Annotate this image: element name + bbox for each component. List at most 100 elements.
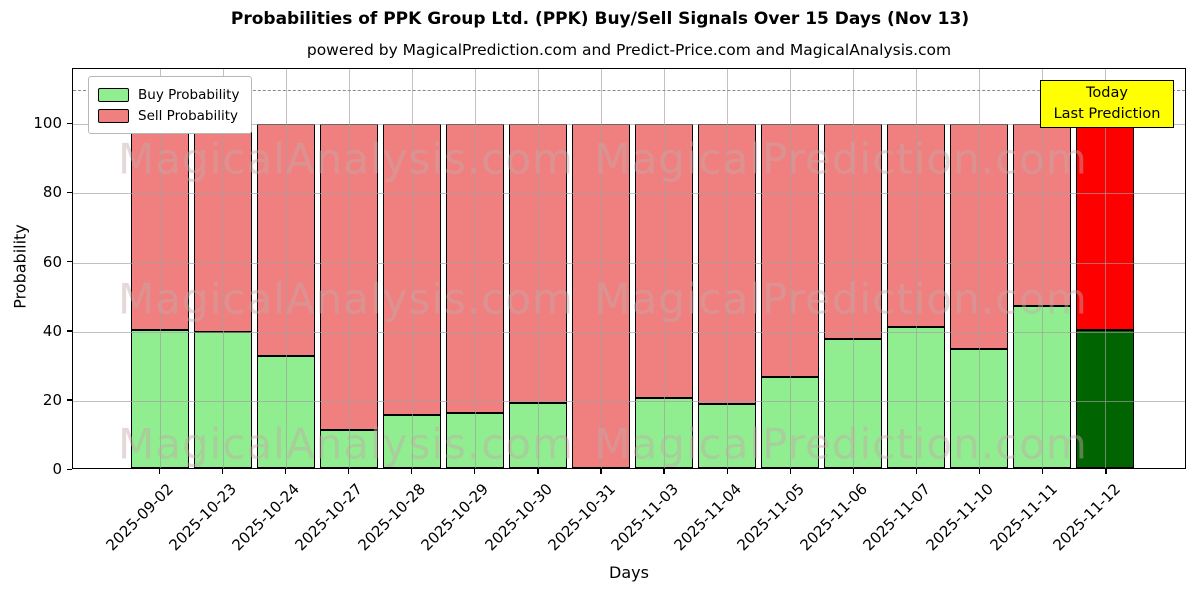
gridline-horizontal (73, 331, 1185, 333)
bar-buy-segment (1012, 306, 1071, 468)
bar-buy-segment (382, 414, 441, 468)
x-tick-mark (600, 469, 602, 474)
buy-swatch-icon (98, 87, 129, 102)
x-tick-label: 2025-11-07 (859, 480, 935, 555)
threshold-dashed-line (73, 89, 1185, 91)
bar-buy-segment (886, 326, 945, 468)
y-tick-label: 0 (52, 460, 62, 478)
watermark-layer: MagicalAnalysis.com MagicalPrediction.com… (73, 69, 1185, 469)
bar-buy-segment (130, 330, 189, 468)
gridline-vertical (1104, 69, 1106, 468)
x-tick-label: 2025-11-03 (607, 480, 682, 555)
x-tick-mark (537, 469, 539, 474)
legend-item-buy: Buy Probability (98, 84, 239, 105)
watermark-text: MagicalPrediction.com (594, 274, 1088, 324)
watermark-text: MagicalAnalysis.com (118, 134, 574, 184)
bar-sell-segment (382, 124, 441, 415)
gridline-vertical (411, 69, 413, 468)
gridline-vertical (537, 69, 539, 468)
bar-buy-segment (949, 349, 1008, 468)
y-tick-label: 20 (42, 390, 62, 409)
gridline-vertical (726, 69, 728, 468)
x-tick-mark (852, 469, 855, 474)
bar-buy-segment (634, 397, 693, 468)
today-annotation-line1: Today (1086, 85, 1128, 101)
gridline-vertical (159, 69, 161, 468)
x-tick-label: 2025-11-10 (922, 480, 998, 555)
legend-item-sell: Sell Probability (98, 105, 239, 126)
gridline-horizontal (73, 193, 1185, 195)
bar-sell-segment (319, 124, 378, 431)
x-tick-mark (1042, 469, 1044, 474)
bar-buy-segment (760, 376, 819, 468)
x-tick-mark (726, 469, 728, 474)
figure-title: Probabilities of PPK Group Ltd. (PPK) Bu… (230, 9, 970, 29)
bar-buy-segment (319, 430, 378, 468)
x-tick-mark (221, 469, 223, 474)
grid-layer (73, 69, 1185, 468)
gridline-horizontal (73, 124, 1185, 126)
y-tick-mark (67, 122, 72, 125)
gridline-vertical (852, 69, 854, 468)
x-tick-mark (410, 469, 413, 474)
x-tick-label: 2025-09-02 (102, 480, 177, 555)
gridline-vertical (474, 69, 476, 468)
gridline-horizontal (73, 400, 1185, 402)
y-tick-mark (67, 330, 72, 332)
bar-sell-segment (823, 124, 882, 340)
bar-sell-segment (193, 124, 252, 333)
today-annotation: Today Last Prediction (1040, 80, 1174, 128)
bar-sell-segment (571, 124, 630, 468)
x-tick-mark (789, 469, 791, 474)
bar-buy-segment (445, 412, 504, 468)
legend: Buy Probability Sell Probability (88, 76, 253, 134)
today-annotation-line2: Last Prediction (1053, 106, 1161, 122)
bar-sell-segment (130, 124, 189, 331)
bar-buy-segment (823, 339, 882, 468)
bar-sell-segment (949, 124, 1008, 350)
bar-buy-segment (508, 402, 567, 468)
sell-swatch-icon (98, 108, 129, 123)
bar-sell-segment (445, 124, 504, 413)
watermark-text: MagicalPrediction.com (594, 134, 1088, 184)
x-tick-mark (158, 469, 160, 474)
gridline-vertical (222, 69, 224, 468)
gridline-vertical (789, 69, 791, 468)
figure-subtitle: powered by MagicalPrediction.com and Pre… (306, 41, 952, 59)
x-tick-mark (1105, 469, 1107, 474)
y-tick-mark (67, 191, 72, 194)
gridline-vertical (348, 69, 350, 468)
watermark-text: MagicalAnalysis.com (118, 274, 574, 324)
x-tick-label: 2025-10-24 (228, 480, 303, 555)
gridline-vertical (285, 69, 287, 468)
x-tick-label: 2025-11-06 (796, 480, 872, 555)
x-tick-mark (979, 469, 981, 474)
x-tick-mark (915, 469, 918, 474)
x-tick-mark (663, 469, 665, 474)
x-tick-label: 2025-11-11 (986, 480, 1061, 555)
gridline-vertical (663, 69, 665, 468)
bar-sell-segment (1012, 124, 1071, 307)
plot-area: MagicalAnalysis.com MagicalPrediction.com… (72, 68, 1186, 469)
x-tick-label: 2025-10-30 (481, 480, 556, 555)
bar-sell-segment (760, 124, 819, 377)
watermark-text: MagicalAnalysis.com (118, 419, 574, 469)
bar-buy-segment (193, 332, 252, 468)
y-tick-label: 100 (33, 114, 62, 133)
x-tick-label: 2025-11-05 (733, 480, 808, 555)
bar-buy-segment (697, 404, 756, 468)
bar-sell-segment (634, 124, 693, 398)
bar-sell-segment (697, 124, 756, 405)
gridline-vertical (1041, 69, 1043, 468)
x-tick-label: 2025-10-23 (165, 480, 240, 555)
legend-label-buy: Buy Probability (138, 86, 240, 103)
watermark-text: MagicalPrediction.com (594, 419, 1088, 469)
y-tick-label: 80 (42, 183, 62, 202)
y-tick-label: 60 (42, 252, 62, 271)
gridline-vertical (600, 69, 602, 468)
y-tick-mark (67, 468, 72, 470)
bar-buy-segment (1075, 330, 1134, 468)
gridline-vertical (978, 69, 980, 468)
x-tick-label: 2025-10-27 (291, 480, 367, 555)
